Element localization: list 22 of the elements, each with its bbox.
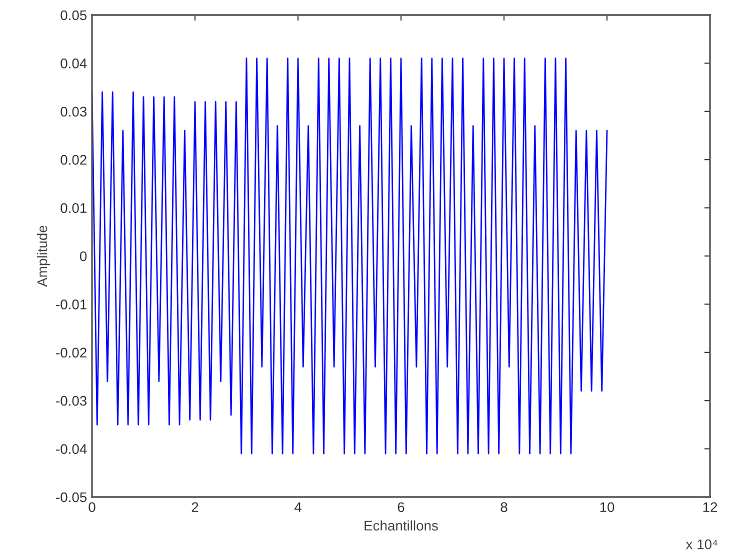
x-tick-label: 8 [500, 502, 508, 512]
x-tick-label: 0 [88, 502, 96, 512]
line-series [92, 58, 608, 454]
y-tick-label: -0.02 [56, 348, 86, 358]
y-axis-title: Amplitude [36, 226, 50, 287]
y-tick-label: -0.05 [56, 492, 87, 502]
x-tick-label: 2 [192, 502, 198, 512]
y-tick-label: 0.04 [60, 58, 87, 68]
y-tick-label: -0.03 [56, 396, 87, 406]
y-tick-label: 0 [80, 251, 87, 262]
y-tick-label: 0.03 [60, 106, 87, 117]
y-tick-label: -0.01 [56, 300, 86, 310]
y-tick-label: 0.01 [60, 203, 86, 213]
x-axis-title: Echantillons [364, 520, 438, 531]
x-tick-label: 4 [294, 502, 302, 512]
y-tick-label: 0.05 [60, 10, 87, 20]
text: x 10⁴ [686, 539, 718, 550]
y-tick-label: 0.02 [60, 154, 86, 165]
x-tick-label: 12 [703, 502, 718, 512]
x-tick-label: 10 [600, 502, 614, 512]
y-tick-label: -0.04 [56, 444, 87, 454]
x-tick-label: 6 [398, 502, 404, 512]
